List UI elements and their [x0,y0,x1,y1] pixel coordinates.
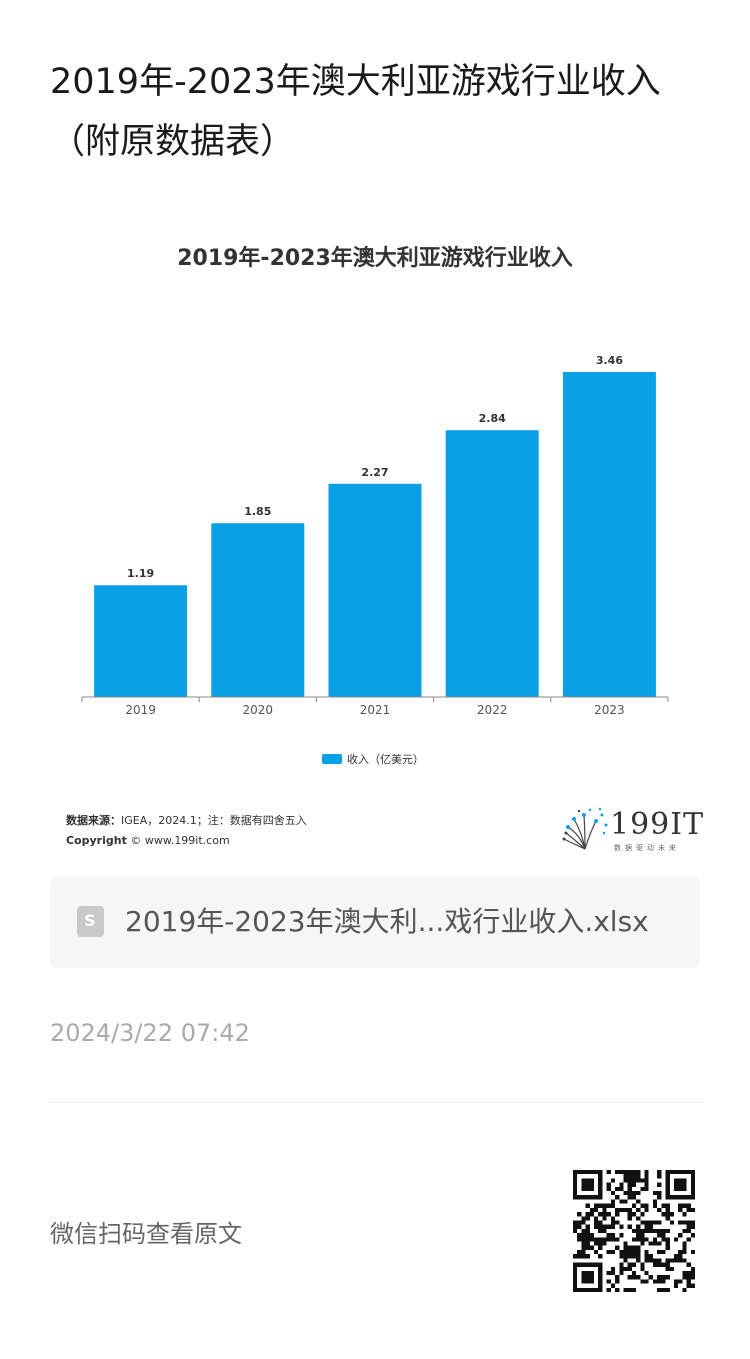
file-icon-glyph: S [84,911,96,930]
data-label-2020: 1.85 [244,505,271,518]
source-label: 数据来源： [66,814,121,827]
legend-swatch [322,754,342,764]
copyright: Copyright © www.199it.com [66,831,230,851]
divider [50,1102,703,1103]
199it-logo: 199IT 数据驱动未来 [560,805,703,855]
data-label-2019: 1.19 [127,567,154,580]
dandelion-logo-icon [562,807,608,850]
source-text: IGEA，2024.1；注：数据有四舍五入 [121,814,307,827]
copyright-label: Copyright [66,834,127,847]
spreadsheet-file-icon: S [77,906,104,937]
data-label-2021: 2.27 [361,466,388,479]
copyright-text: © www.199it.com [126,834,230,847]
bar-2022 [445,430,539,697]
bar-2020 [211,523,305,697]
qr-code-icon[interactable] [573,1170,695,1292]
x-tick-label-2023: 2023 [594,703,625,717]
legend-label: 收入（亿美元） [347,753,424,766]
bar-2021 [328,483,422,697]
publish-timestamp: 2024/3/22 07:42 [50,1019,250,1047]
x-tick-label-2020: 2020 [243,703,274,717]
x-tick-label-2021: 2021 [360,703,391,717]
data-label-2023: 3.46 [596,354,623,367]
chart-legend: 收入（亿美元） [322,751,424,767]
logo-tagline: 数据驱动未来 [614,844,680,852]
x-tick-label-2022: 2022 [477,703,508,717]
logo-text: 199IT [610,807,705,842]
chart-card: 2019年-2023年澳大利亚游戏行业收入 1.19 2019 1.85 2020 2.… [50,225,703,865]
attachment-file-name[interactable]: 2019年-2023年澳大利...戏行业收入.xlsx [125,905,649,938]
scan-to-view-label: 微信扫码查看原文 [50,1220,242,1248]
data-label-2022: 2.84 [479,412,506,425]
attachment-file[interactable]: S 2019年-2023年澳大利...戏行业收入.xlsx [50,876,700,968]
bar-2019 [94,585,188,697]
page-title: 2019年-2023年澳大利亚游戏行业收入（附原数据表） [50,62,661,162]
bar-2023 [562,372,656,697]
x-tick-label-2019: 2019 [125,703,156,717]
data-source: 数据来源：IGEA，2024.1；注：数据有四舍五入 [66,811,307,831]
chart-title: 2019年-2023年澳大利亚游戏行业收入 [177,246,573,271]
bar-chart: 1.19 2019 1.85 2020 2.27 2021 2.84 2022 3.46 2023 [81,354,669,717]
